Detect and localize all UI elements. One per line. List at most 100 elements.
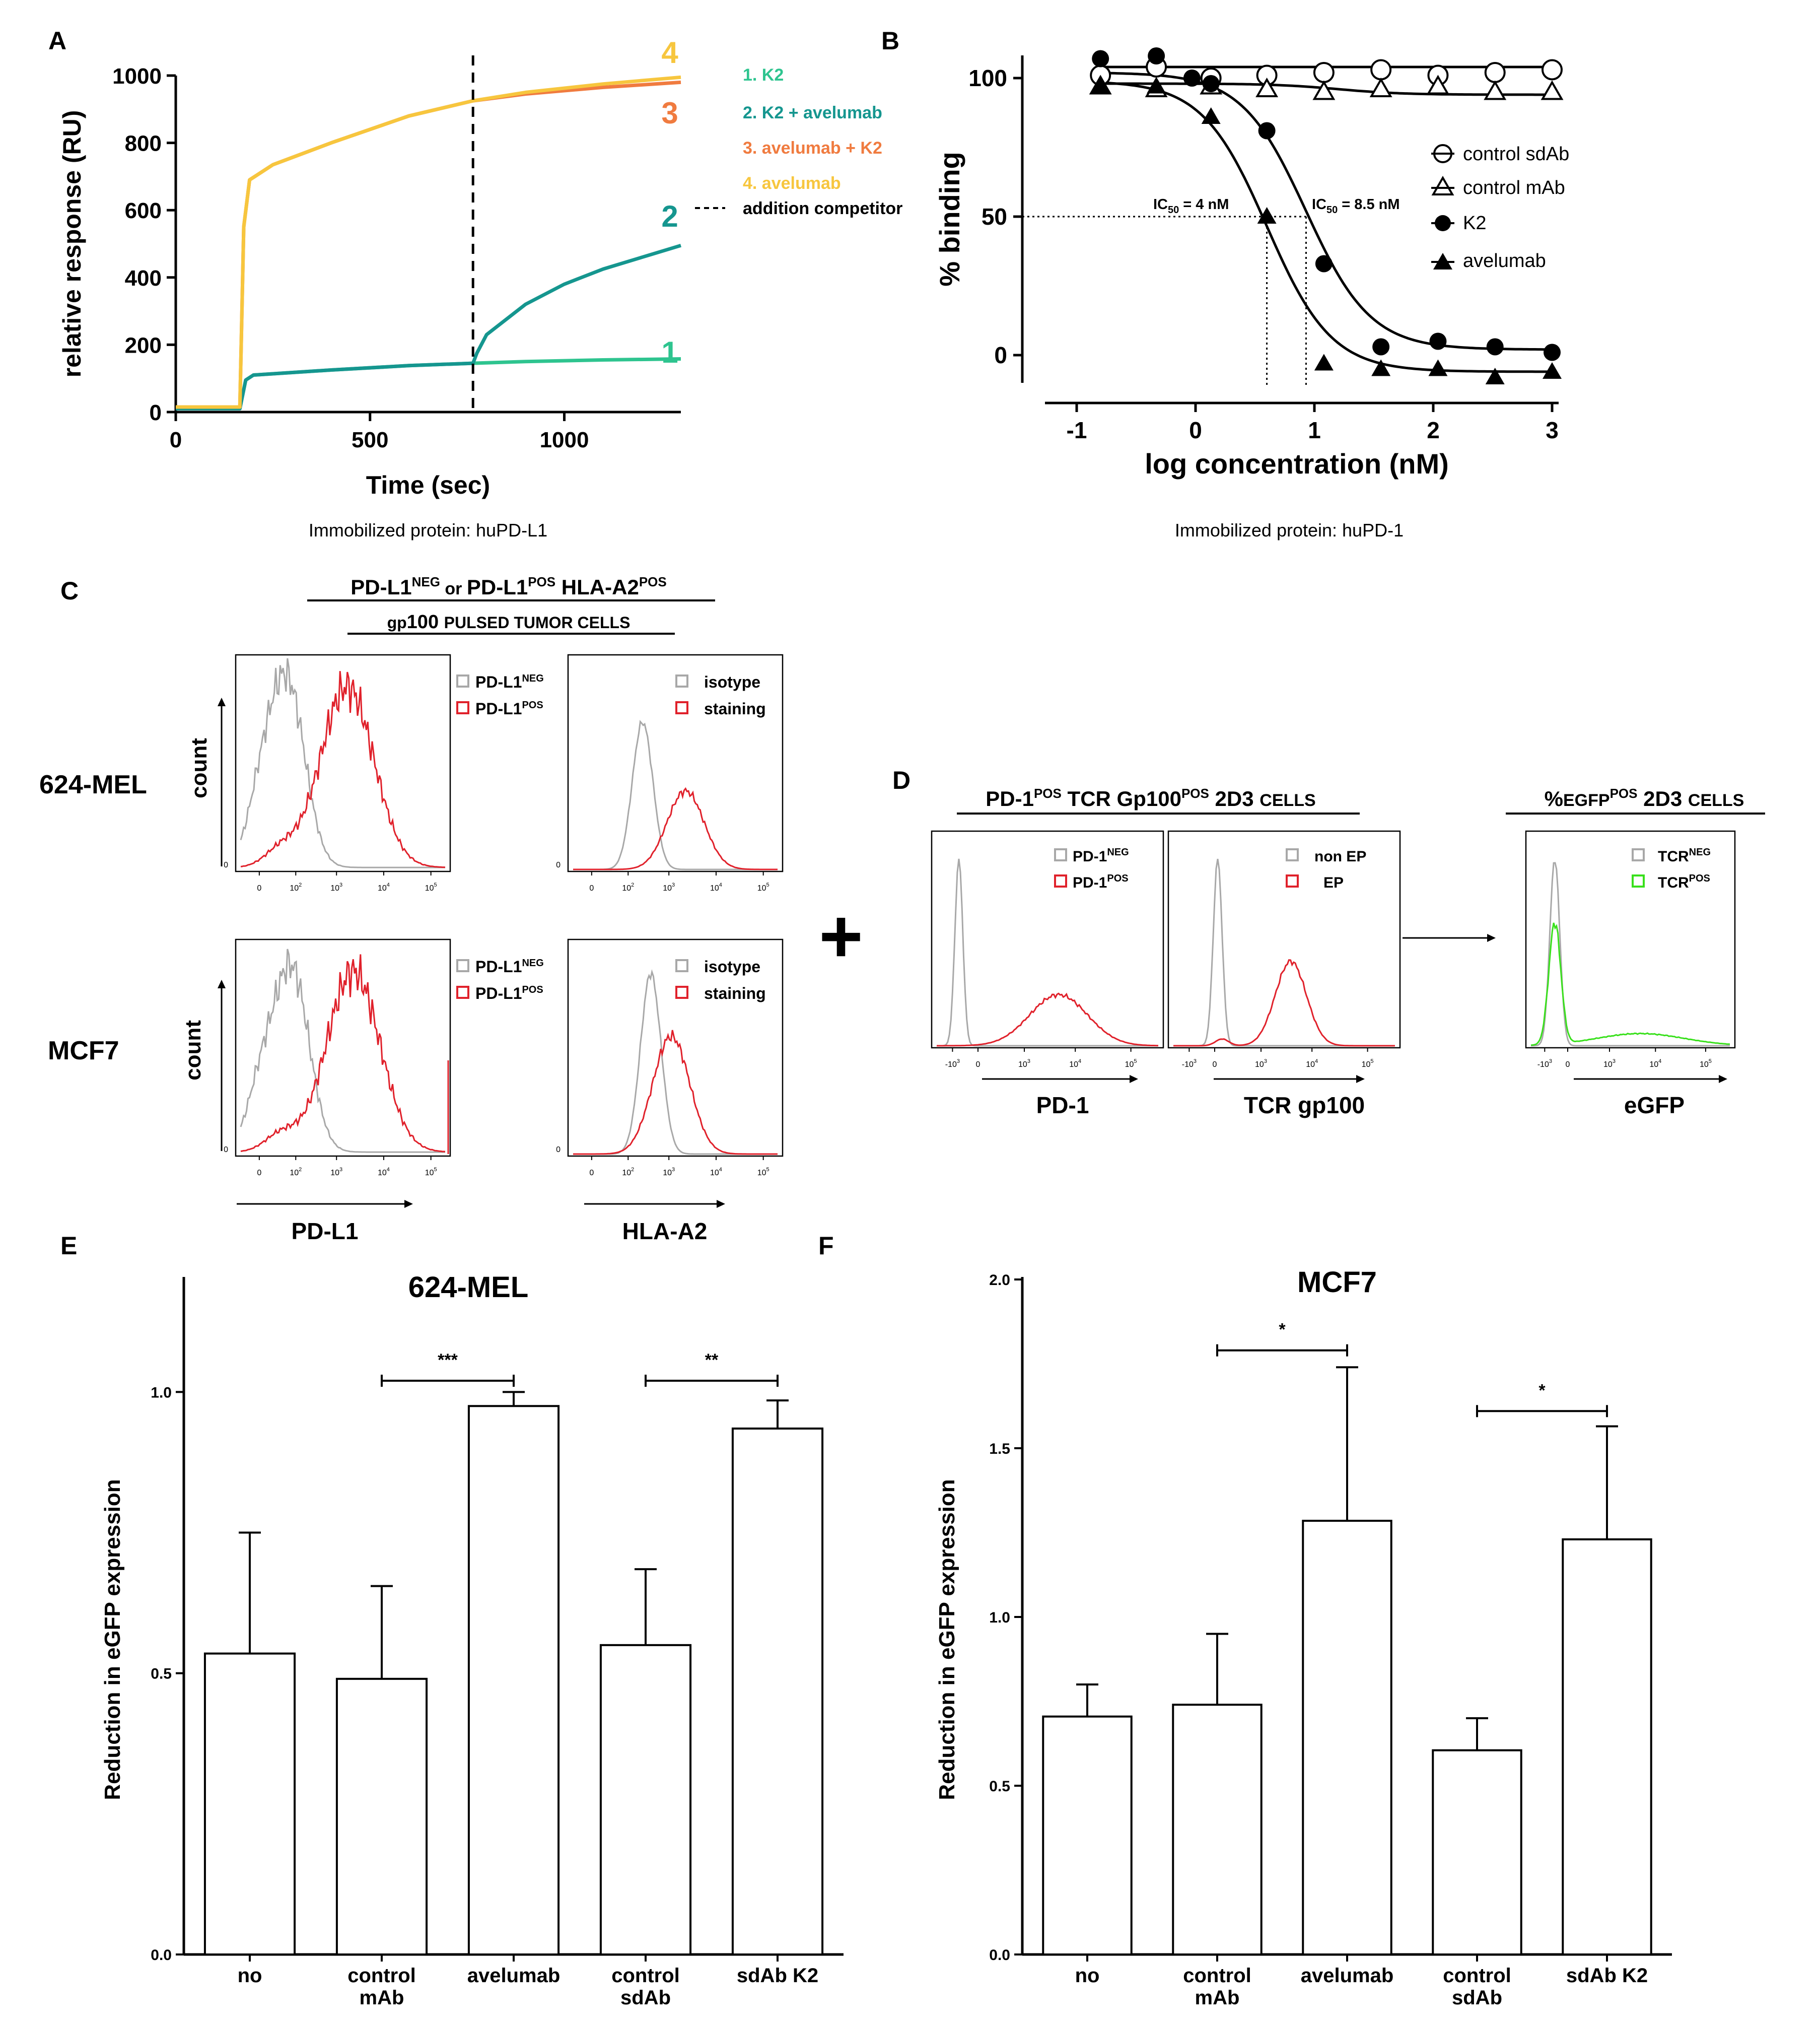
filled-circle-point: [1544, 344, 1561, 361]
y-tick-label: 0.0: [151, 1947, 172, 1964]
tick-base: 10: [425, 884, 434, 893]
legend-pdl1-pos: PD-L1POS: [475, 984, 543, 1002]
x-tick-label: 0: [1213, 1060, 1217, 1069]
x-tick-label: 103: [330, 882, 342, 893]
x-tick-label: 102: [622, 882, 634, 893]
label-superscript: NEG: [1689, 847, 1711, 858]
legend-item-k2: 1. K2: [743, 65, 784, 85]
filled-triangle-point: [1428, 359, 1448, 376]
label-base: PD-1: [1073, 874, 1107, 891]
legend-red-box-icon: [1286, 874, 1299, 888]
tick-base: 10: [290, 884, 299, 893]
tick-base: 10: [622, 884, 631, 893]
panel-e-bar-chart: 624-MEL Reduction in eGFP expression 0.0…: [100, 1271, 844, 2009]
x-tick-label: avelumab: [1301, 1965, 1394, 1987]
tick-exponent: 4: [1078, 1058, 1081, 1064]
y-tick-label: 0: [224, 1145, 228, 1154]
curve-end-label-3: 3: [661, 96, 678, 130]
y-tick-label: 0: [556, 1145, 561, 1154]
tick-exponent: 4: [387, 882, 390, 888]
y-tick-label: 0.5: [989, 1778, 1010, 1795]
x-tick-label: 105: [1125, 1058, 1137, 1069]
x-tick-label: sdAb: [1452, 1987, 1502, 2009]
tick-base: 10: [290, 1169, 299, 1177]
histogram-red-curve: [240, 954, 446, 1153]
label-base: PD-L1: [475, 984, 522, 1002]
y-tick-label: 0: [224, 861, 228, 869]
tick-base: 0: [1566, 1060, 1570, 1069]
y-tick-label: 2.0: [989, 1272, 1010, 1289]
panel-b-y-label: % binding: [934, 152, 965, 287]
x-tick-label: 1: [1308, 417, 1321, 443]
tick-base: 10: [710, 1169, 719, 1177]
legend-pdl1-neg: PD-L1NEG: [475, 673, 544, 691]
legend-isotype: isotype: [704, 958, 760, 976]
histogram-red-curve: [937, 992, 1158, 1047]
panel-e-title: 624-MEL: [408, 1271, 529, 1304]
tick-base: 10: [1306, 1060, 1315, 1069]
legend-red-box-icon: [675, 701, 688, 714]
bar: [599, 1644, 692, 1955]
tick-exponent: 4: [1315, 1058, 1318, 1064]
tick-base: 0: [976, 1060, 981, 1069]
tick-exponent: 3: [1613, 1058, 1616, 1064]
arrow-up-icon: [218, 698, 226, 706]
legend-gray-box-icon: [1054, 848, 1067, 861]
fit-curve-filled-circle: [1100, 72, 1552, 351]
y-tick-label: 1.0: [151, 1384, 172, 1401]
bar: [203, 1652, 296, 1955]
filled-circle-point: [1092, 50, 1109, 67]
panel-d-x-label-pd1: PD-1: [1036, 1092, 1089, 1118]
filled-triangle-point: [1147, 77, 1166, 94]
tick-exponent: 2: [299, 882, 302, 888]
curve-end-label-4: 4: [661, 36, 678, 70]
open-triangle-point: [1541, 80, 1564, 100]
panel-label-a: A: [48, 27, 66, 55]
tick-exponent: 5: [1370, 1058, 1373, 1064]
plus-icon: +: [819, 894, 863, 978]
label-base: PD-1: [1073, 848, 1107, 865]
legend-control-sdab: control sdAb: [1463, 144, 1569, 165]
histogram-box-pdl1: [235, 938, 451, 1157]
panel-b-ticks: -1 0 1 2 3 0 50 100: [968, 65, 1559, 443]
x-tick-label: 105: [425, 882, 437, 893]
histogram-red-curve: [1173, 959, 1395, 1047]
row-label-624-mel: 624-MEL: [39, 770, 147, 799]
panel-label-f: F: [818, 1232, 834, 1260]
legend-control-mab: control mAb: [1463, 177, 1565, 198]
panel-c-title-line1: PD-L1NEG or PD-L1POS HLA-A2POS: [351, 574, 666, 599]
x-tick-label: 0: [1566, 1060, 1570, 1069]
y-tick-label: 50: [982, 204, 1007, 230]
legend-green-box-icon: [1632, 874, 1645, 888]
y-tick-label: 0: [994, 342, 1007, 368]
y-tick-label: 1.0: [989, 1609, 1010, 1626]
legend-pdl1-pos: PD-L1POS: [475, 700, 543, 718]
tick-base: 0: [1213, 1060, 1217, 1069]
filled-triangle-point: [1257, 207, 1277, 224]
fit-curve-filled-triangle: [1100, 81, 1552, 373]
filled-triangle-point: [1091, 77, 1110, 94]
x-tick-label: 104: [1069, 1058, 1081, 1069]
label-base: PD-L1: [475, 673, 522, 691]
x-tick-label: 0: [976, 1060, 981, 1069]
panel-d-flow-cytometry: + PD-1POS TCR Gp100POS 2D3 cells %eGFPPO…: [819, 786, 1765, 1118]
bar: [1042, 1715, 1133, 1955]
filled-circle-point: [1486, 338, 1504, 356]
curve-end-label-1: 1: [661, 335, 678, 369]
panel-a-y-label: relative response (RU): [58, 110, 86, 378]
y-tick-label: 0: [556, 861, 561, 869]
histogram-box-tcr: [1167, 830, 1401, 1049]
label-superscript: POS: [522, 700, 543, 711]
open-triangle-point: [1369, 77, 1392, 97]
tick-exponent: 2: [631, 882, 634, 888]
tick-base: 0: [257, 884, 261, 893]
panel-b-points: [1089, 47, 1564, 384]
x-tick-label: 103: [663, 882, 675, 893]
panel-f-y-label: Reduction in eGFP expression: [935, 1479, 959, 1800]
bar: [731, 1427, 824, 1956]
x-tick-label: mAb: [1195, 1987, 1240, 2009]
x-tick-label: sdAb: [620, 1987, 671, 2009]
panel-c-count-label: count: [187, 738, 212, 798]
legend-pd1-pos: PD-1POS: [1073, 873, 1129, 891]
